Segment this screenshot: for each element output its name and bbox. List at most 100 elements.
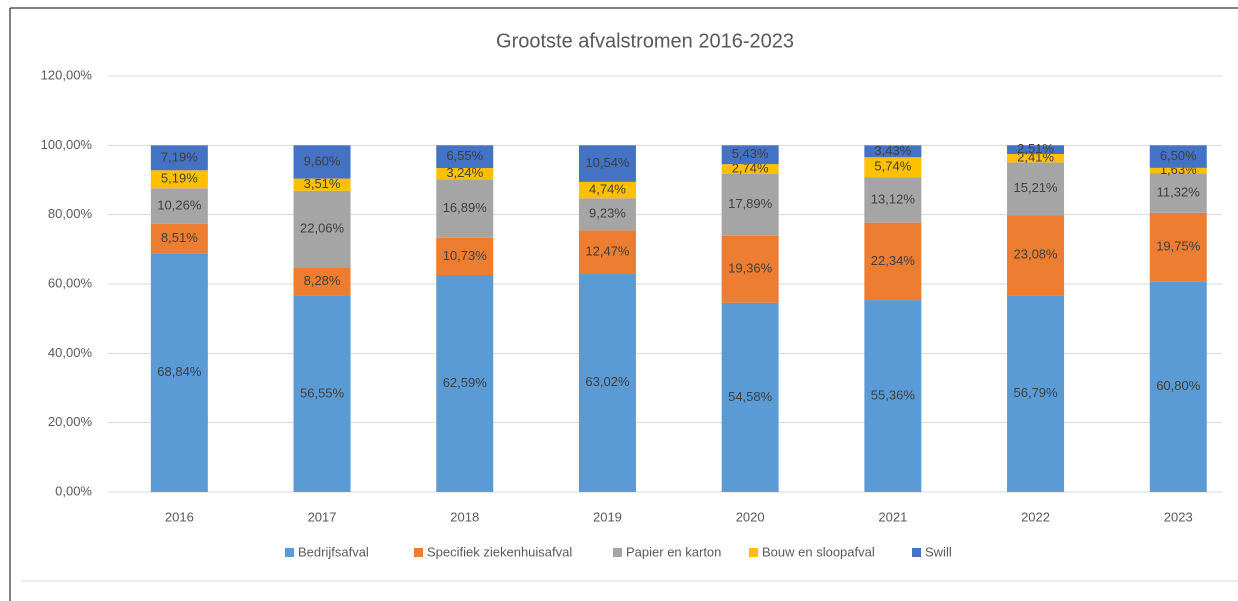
y-tick-label: 20,00% xyxy=(48,414,93,429)
bar-segment xyxy=(436,237,494,276)
legend-label: Bouw en sloopafval xyxy=(762,544,875,559)
bar-segment xyxy=(436,145,494,169)
legend-swatch xyxy=(912,548,921,557)
data-label: 23,08% xyxy=(1014,247,1059,262)
data-label: 9,23% xyxy=(589,206,626,221)
bar-segment xyxy=(293,178,351,191)
data-label: 2,51% xyxy=(1017,141,1054,156)
legend-label: Papier en karton xyxy=(626,544,721,559)
data-label: 56,79% xyxy=(1014,385,1059,400)
bar-segment xyxy=(1007,145,1065,155)
data-label: 8,51% xyxy=(161,230,198,245)
data-label: 3,51% xyxy=(304,176,341,191)
bar-segment xyxy=(864,145,922,158)
bar-segment xyxy=(293,295,351,492)
bar-segment xyxy=(436,179,494,238)
bar-segment xyxy=(150,145,208,171)
bar-segment xyxy=(864,157,922,178)
y-tick-label: 60,00% xyxy=(48,275,93,290)
x-tick-label: 2020 xyxy=(736,509,765,524)
x-tick-label: 2019 xyxy=(593,509,622,524)
bar-segment xyxy=(1149,212,1207,282)
data-label: 17,89% xyxy=(728,196,773,211)
y-tick-label: 120,00% xyxy=(41,67,93,82)
y-tick-label: 0,00% xyxy=(55,483,92,498)
bar-segment xyxy=(150,253,208,492)
bar-segment xyxy=(1149,145,1207,168)
data-label: 13,12% xyxy=(871,191,916,206)
bar-segment xyxy=(150,188,208,224)
legend-swatch xyxy=(414,548,423,557)
data-label: 60,80% xyxy=(1156,378,1201,393)
data-label: 54,58% xyxy=(728,389,773,404)
bar-segment xyxy=(293,267,351,296)
bar-segment xyxy=(1149,167,1207,174)
data-label: 5,74% xyxy=(874,159,911,174)
bar-segment xyxy=(150,223,208,254)
data-label: 8,28% xyxy=(304,273,341,288)
legend-label: Specifiek ziekenhuisafval xyxy=(427,544,572,559)
data-label: 10,26% xyxy=(157,198,202,213)
data-label: 9,60% xyxy=(304,153,341,168)
bar-segment xyxy=(1149,173,1207,213)
y-tick-label: 100,00% xyxy=(41,137,93,152)
bar-segment xyxy=(293,145,351,179)
chart-title: Grootste afvalstromen 2016-2023 xyxy=(496,30,794,52)
y-tick-label: 80,00% xyxy=(48,206,93,221)
legend-label: Bedrijfsafval xyxy=(298,544,369,559)
legend-swatch xyxy=(749,548,758,557)
bar-segment xyxy=(578,181,636,199)
data-label: 55,36% xyxy=(871,387,916,402)
legend-swatch xyxy=(285,548,294,557)
bar-segment xyxy=(578,230,636,274)
bar-segment xyxy=(721,302,779,492)
data-label: 6,50% xyxy=(1160,148,1197,163)
bar-segment xyxy=(721,145,779,165)
data-label: 4,74% xyxy=(589,182,626,197)
bar-segment xyxy=(578,145,636,182)
data-label: 11,32% xyxy=(1157,185,1201,200)
data-label: 5,43% xyxy=(732,146,769,161)
data-label: 16,89% xyxy=(443,200,488,215)
x-tick-label: 2018 xyxy=(450,509,479,524)
data-label: 12,47% xyxy=(585,243,630,258)
bar-segment xyxy=(1007,295,1065,492)
bar-segment xyxy=(150,170,208,189)
data-label: 10,73% xyxy=(443,248,488,263)
bar-segment xyxy=(721,235,779,303)
bar-segment xyxy=(578,198,636,231)
bar-segment xyxy=(864,177,922,223)
data-label: 3,43% xyxy=(874,143,911,158)
data-label: 62,59% xyxy=(443,375,488,390)
bar-segment xyxy=(721,173,779,236)
y-tick-label: 40,00% xyxy=(48,345,93,360)
data-label: 7,19% xyxy=(161,149,198,164)
bar-segment xyxy=(293,190,351,268)
x-tick-label: 2021 xyxy=(878,509,907,524)
bar-segment xyxy=(578,273,636,492)
data-label: 19,75% xyxy=(1156,238,1201,253)
bar-segment xyxy=(864,300,922,492)
data-label: 3,24% xyxy=(446,165,483,180)
bar-segment xyxy=(1149,281,1207,492)
bar-segment xyxy=(1007,154,1065,163)
bar-segment xyxy=(436,168,494,180)
legend-swatch xyxy=(613,548,622,557)
data-label: 68,84% xyxy=(157,364,202,379)
bar-segment xyxy=(1007,162,1065,216)
x-tick-label: 2016 xyxy=(165,509,194,524)
data-label: 22,34% xyxy=(871,253,916,268)
data-label: 6,55% xyxy=(446,148,483,163)
legend-label: Swill xyxy=(925,544,952,559)
bar-segment xyxy=(1007,215,1065,296)
x-tick-label: 2017 xyxy=(308,509,337,524)
data-label: 22,06% xyxy=(300,220,345,235)
x-tick-label: 2022 xyxy=(1021,509,1050,524)
data-label: 15,21% xyxy=(1014,180,1059,195)
data-label: 19,36% xyxy=(728,261,773,276)
data-label: 5,19% xyxy=(161,171,198,186)
bar-segment xyxy=(436,275,494,492)
data-label: 63,02% xyxy=(585,374,630,389)
x-tick-label: 2023 xyxy=(1164,509,1193,524)
